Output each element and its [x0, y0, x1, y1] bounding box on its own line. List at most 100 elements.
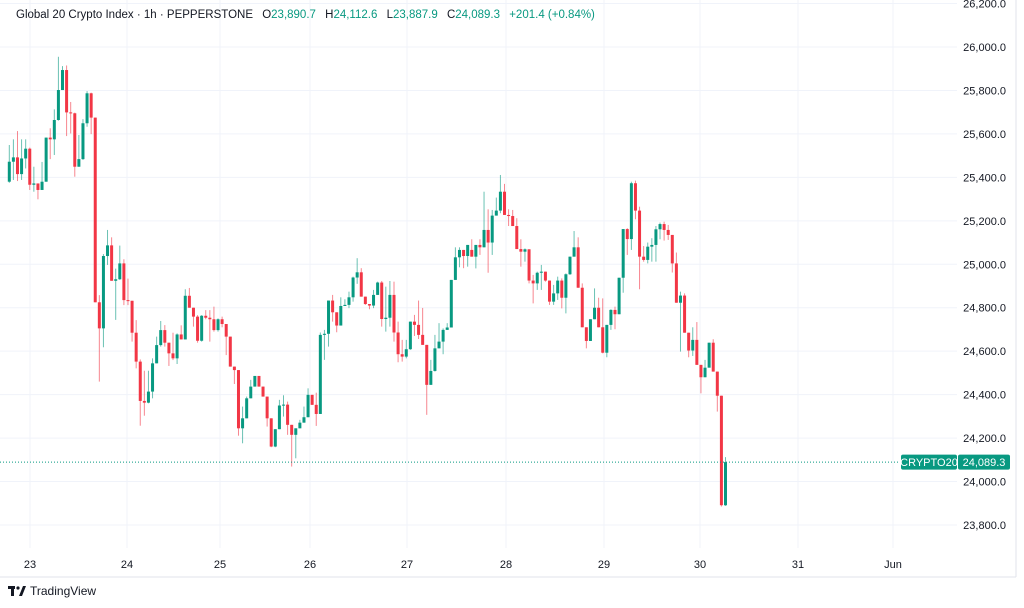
- candle: [462, 249, 466, 269]
- candle-body: [719, 395, 723, 506]
- price-tag-ticker: CRYPTO20: [900, 457, 958, 469]
- candle: [183, 289, 187, 340]
- candle: [388, 280, 392, 327]
- x-tick-label: 25: [214, 559, 226, 571]
- candle: [118, 245, 122, 280]
- candle-body: [715, 371, 719, 396]
- candle: [232, 366, 236, 384]
- low-label: L: [386, 9, 393, 21]
- candle-body: [232, 366, 236, 371]
- candle: [625, 228, 629, 255]
- candle: [28, 147, 32, 190]
- candle: [44, 137, 48, 182]
- candle-body: [662, 224, 666, 230]
- candle: [97, 295, 101, 382]
- candle-body: [498, 191, 502, 211]
- candle-body: [670, 234, 674, 264]
- candle: [175, 333, 179, 364]
- candle-body: [257, 375, 261, 387]
- candle: [204, 310, 208, 320]
- candle: [523, 248, 527, 262]
- candle: [138, 359, 142, 426]
- time-axis[interactable]: 23 24 25 26 27 28 29 30 31 Jun: [24, 559, 902, 571]
- candle-body: [183, 295, 187, 340]
- candle-body: [380, 282, 384, 320]
- candle-body: [20, 158, 24, 175]
- candle: [110, 237, 114, 281]
- candle: [584, 327, 588, 349]
- symbol-title[interactable]: Global 20 Crypto Index: [16, 9, 134, 21]
- candle: [200, 315, 204, 342]
- candle: [367, 304, 371, 310]
- candle: [286, 401, 290, 435]
- candle-body: [588, 319, 592, 341]
- candle: [376, 281, 380, 295]
- candle-body: [388, 294, 392, 318]
- candle: [347, 291, 351, 309]
- candle: [531, 274, 535, 304]
- candle-body: [52, 120, 56, 140]
- candle-body: [208, 317, 212, 320]
- candle: [441, 328, 445, 355]
- candle: [228, 336, 232, 367]
- interval[interactable]: 1h: [143, 9, 157, 21]
- price-axis[interactable]: 26,200.0 26,000.0 25,800.0 25,600.0 25,400.0…: [963, 0, 1006, 532]
- candle-body: [122, 263, 126, 301]
- candle-body: [695, 339, 699, 365]
- candle-body: [650, 244, 654, 247]
- candle-body: [625, 229, 629, 240]
- candle: [711, 339, 715, 372]
- candle: [101, 254, 105, 348]
- candle: [359, 268, 363, 297]
- low-value: 23,887.9: [392, 9, 438, 21]
- candle: [179, 325, 183, 340]
- candle: [212, 306, 216, 332]
- candle-body: [191, 307, 195, 317]
- candle-body: [163, 330, 167, 343]
- y-tick-label: 24,600.0: [963, 346, 1006, 358]
- tradingview-logo[interactable]: TradingView: [8, 584, 96, 598]
- candle: [146, 370, 150, 404]
- candle-body: [142, 400, 146, 403]
- candle-body: [396, 332, 400, 355]
- candle-body: [687, 332, 691, 351]
- candle-body: [40, 181, 44, 190]
- x-tick-label: 24: [121, 559, 133, 571]
- candles: [7, 56, 727, 507]
- separator: ·: [136, 9, 141, 21]
- candle: [65, 65, 69, 137]
- open-label: O: [262, 9, 272, 21]
- candle: [556, 276, 560, 300]
- y-tick-label: 26,000.0: [963, 42, 1006, 54]
- candle-body: [691, 339, 695, 351]
- x-tick-label: 26: [304, 559, 316, 571]
- candle: [384, 286, 388, 332]
- candle-body: [511, 216, 515, 227]
- candle-body: [93, 117, 97, 303]
- candle: [69, 101, 73, 134]
- candle: [392, 281, 396, 342]
- candle-body: [318, 334, 322, 414]
- candle: [658, 222, 662, 240]
- candle: [56, 56, 60, 121]
- candle-body: [474, 244, 478, 257]
- candle: [396, 321, 400, 363]
- candle-body: [376, 282, 380, 295]
- candle: [261, 386, 265, 397]
- candle: [196, 315, 200, 343]
- candle-body: [490, 215, 494, 243]
- candle-body: [85, 93, 89, 124]
- candle-body: [114, 279, 118, 281]
- candle-body: [28, 148, 32, 185]
- candle: [699, 364, 703, 394]
- candle-body: [179, 334, 183, 340]
- candle-body: [674, 263, 678, 303]
- candle: [695, 322, 699, 365]
- y-tick-label: 24,400.0: [963, 390, 1006, 402]
- candle-body: [212, 319, 216, 331]
- candle-body: [568, 256, 572, 275]
- candle-body: [298, 422, 302, 429]
- candle: [216, 318, 220, 332]
- candle: [187, 287, 191, 308]
